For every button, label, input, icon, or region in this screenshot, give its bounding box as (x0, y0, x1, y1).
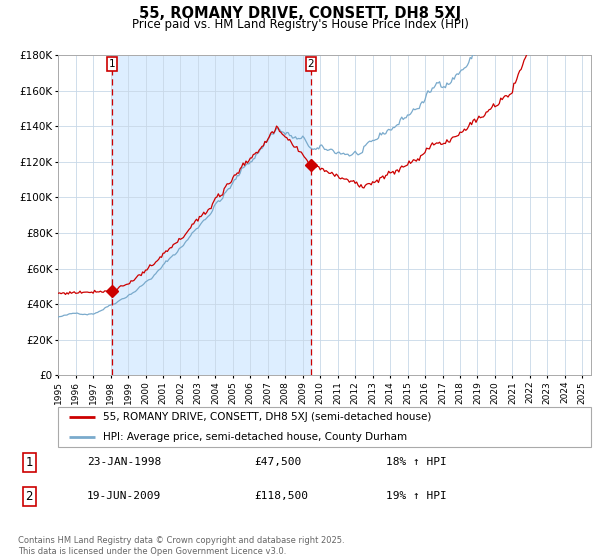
Text: 2: 2 (26, 490, 33, 503)
Text: £118,500: £118,500 (254, 491, 308, 501)
Text: £47,500: £47,500 (254, 458, 301, 468)
Text: 19% ↑ HPI: 19% ↑ HPI (386, 491, 447, 501)
FancyBboxPatch shape (58, 407, 591, 447)
Text: 55, ROMANY DRIVE, CONSETT, DH8 5XJ (semi-detached house): 55, ROMANY DRIVE, CONSETT, DH8 5XJ (semi… (103, 412, 432, 422)
Text: 18% ↑ HPI: 18% ↑ HPI (386, 458, 447, 468)
Text: Price paid vs. HM Land Registry's House Price Index (HPI): Price paid vs. HM Land Registry's House … (131, 18, 469, 31)
Text: HPI: Average price, semi-detached house, County Durham: HPI: Average price, semi-detached house,… (103, 432, 407, 442)
Text: 23-JAN-1998: 23-JAN-1998 (87, 458, 161, 468)
Text: 55, ROMANY DRIVE, CONSETT, DH8 5XJ: 55, ROMANY DRIVE, CONSETT, DH8 5XJ (139, 6, 461, 21)
Text: 19-JUN-2009: 19-JUN-2009 (87, 491, 161, 501)
Text: 1: 1 (26, 456, 33, 469)
Text: Contains HM Land Registry data © Crown copyright and database right 2025.
This d: Contains HM Land Registry data © Crown c… (18, 536, 344, 556)
Bar (112, 55, 311, 375)
Text: 2: 2 (308, 59, 314, 69)
Text: 1: 1 (109, 59, 115, 69)
